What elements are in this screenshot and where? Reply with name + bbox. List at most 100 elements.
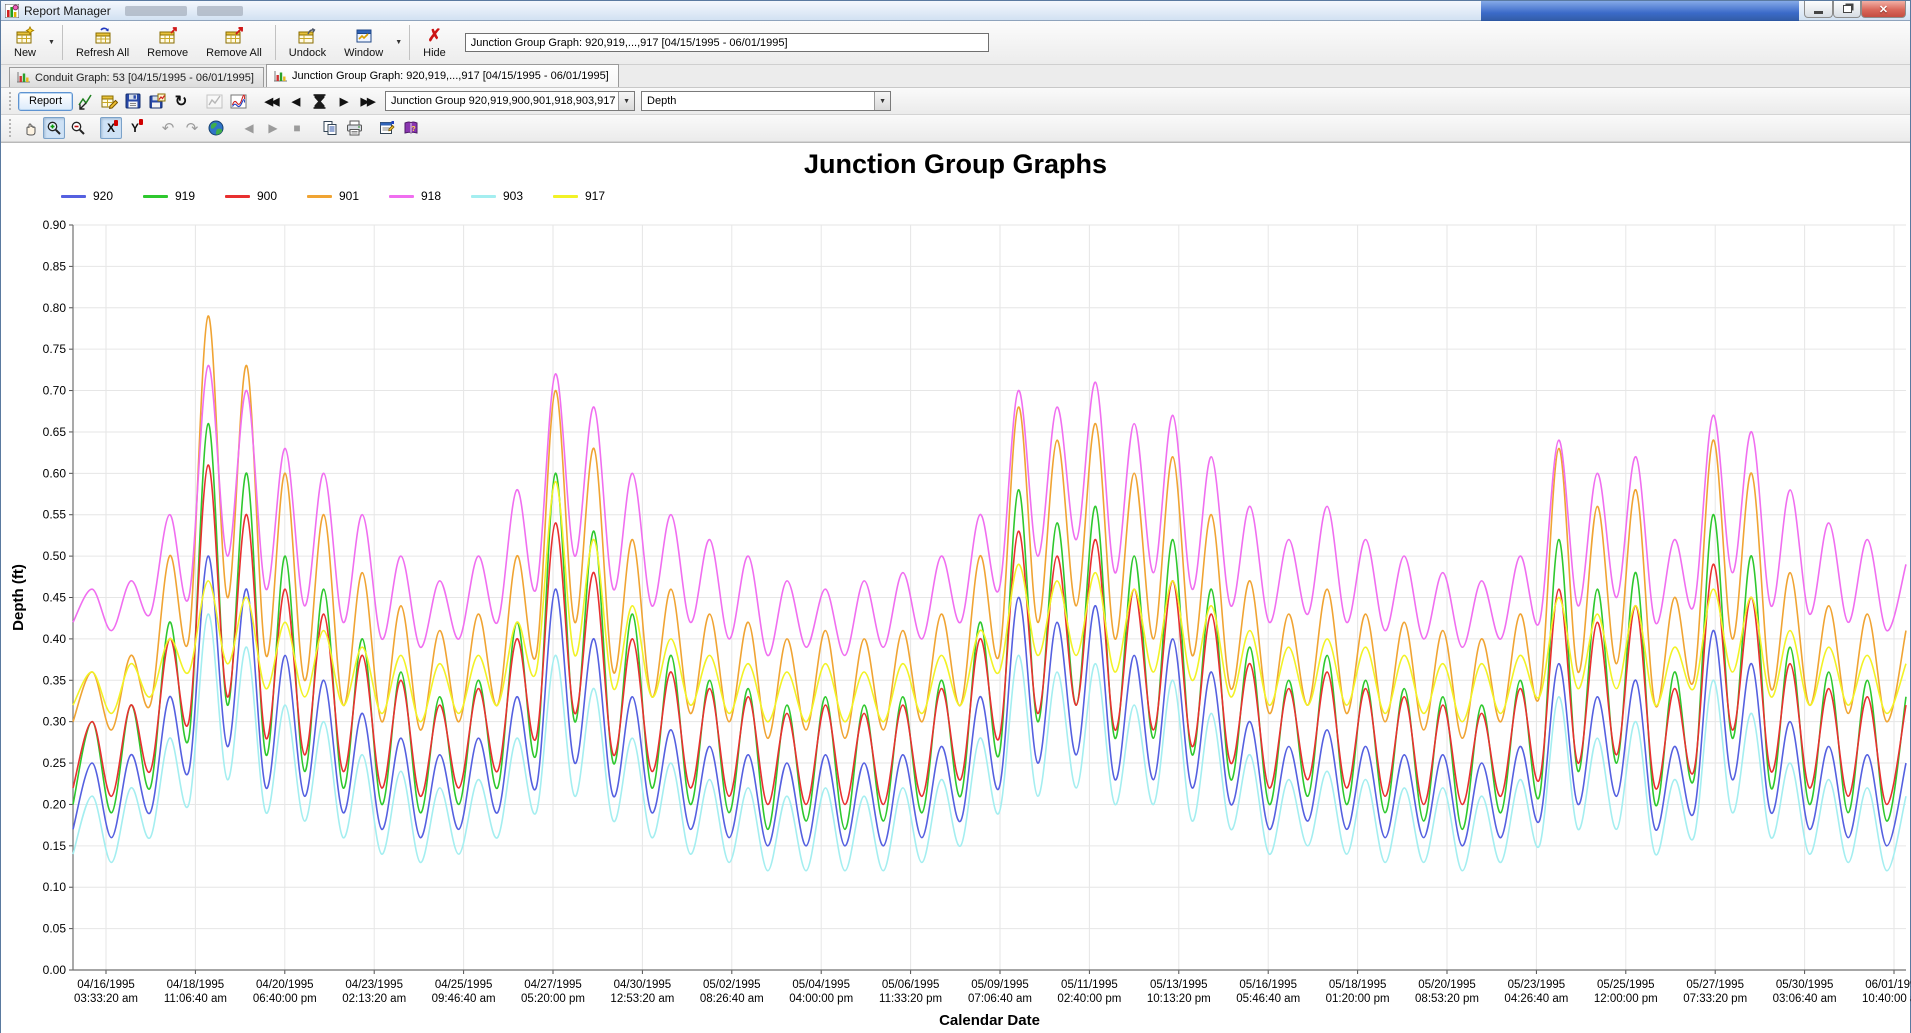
tab-conduit-graph[interactable]: Conduit Graph: 53 [04/15/1995 - 06/01/19… [9,67,264,87]
remove-icon [158,26,178,46]
refresh-graph-button[interactable]: ↻ [170,90,192,112]
copy-button[interactable] [319,117,341,139]
redo-zoom-button[interactable]: ↷ [181,117,203,139]
nav-next-button[interactable]: ▶ [332,90,354,112]
zoom-in-icon [46,120,62,136]
help-book-icon: ? [403,120,419,136]
new-button[interactable]: New [5,22,45,63]
pan-button[interactable] [19,117,41,139]
zoom-out-button[interactable] [67,117,89,139]
y-axis-zoom-button[interactable]: Y [124,117,146,139]
mini-chart-icon [17,72,30,83]
toolbar-grip[interactable] [9,92,13,110]
y-tick-label: 0.15 [43,839,67,853]
minimize-button[interactable] [1804,1,1833,18]
print-button[interactable] [343,117,365,139]
legend-item-900: 900 [225,189,307,203]
junction-group-combo[interactable]: Junction Group 920,919,900,901,918,903,9… [385,91,635,111]
zoom-extents-button[interactable] [74,90,96,112]
nav-first-button[interactable]: ◀◀ [260,90,282,112]
nav-last-button[interactable]: ▶▶ [356,90,378,112]
x-tick-time: 01:20:00 pm [1326,993,1390,1005]
remove-button[interactable]: Remove [138,22,197,63]
chart-legend: 920919900901918903917 [61,185,1910,207]
x-tick-time: 03:06:40 am [1773,993,1837,1005]
app-icon [5,4,19,18]
copy-icon [322,120,338,136]
y-axis-label: Y [131,121,139,135]
plot-svg[interactable]: 0.000.050.100.150.200.250.300.350.400.45… [1,207,1911,1033]
forward-icon: ▶ [268,121,277,135]
x-tick-time: 04:26:40 am [1504,993,1568,1005]
back-icon: ◀ [244,121,253,135]
minimize-icon [1814,11,1823,14]
properties-button[interactable] [376,117,398,139]
y-tick-label: 0.30 [43,715,67,729]
nav-time-button[interactable] [308,90,330,112]
active-report-field[interactable]: Junction Group Graph: 920,919,...,917 [0… [465,33,989,52]
x-axis-title: Calendar Date [939,1012,1040,1029]
x-tick-date: 05/02/1995 [703,979,761,991]
stop-button[interactable]: ■ [286,117,308,139]
toolbar-grip[interactable] [9,119,13,137]
x-tick-date: 04/27/1995 [524,979,582,991]
window-icon [354,26,374,46]
prev-graph-button[interactable] [203,90,225,112]
chevron-down-icon: ▼ [874,92,890,110]
edit-table-button[interactable] [98,90,120,112]
x-tick-time: 12:53:20 am [610,993,674,1005]
background-window-strip [1481,1,1799,21]
hide-button[interactable]: ✗ Hide [414,22,455,63]
y-tick-label: 0.20 [43,797,67,811]
x-tick-date: 05/06/1995 [882,979,940,991]
tab-label: Conduit Graph: 53 [04/15/1995 - 06/01/19… [35,72,254,84]
save-graph-button[interactable] [146,90,168,112]
legend-item-903: 903 [471,189,553,203]
refresh-all-button[interactable]: Refresh All [67,22,138,63]
multi-graph-button[interactable] [227,90,249,112]
x-tick-date: 05/04/1995 [792,979,850,991]
full-extent-button[interactable] [205,117,227,139]
x-tick-date: 04/30/1995 [614,979,672,991]
globe-icon [208,120,224,136]
help-button[interactable]: ? [400,117,422,139]
nav-last-icon: ▶▶ [361,95,374,108]
x-tick-date: 05/13/1995 [1150,979,1208,991]
zoom-in-button[interactable] [43,117,65,139]
legend-swatch [61,195,86,198]
x-tick-time: 11:33:20 pm [879,993,942,1005]
window-dropdown-caret[interactable]: ▼ [392,22,405,63]
remove-all-button-label: Remove All [206,47,262,59]
x-tick-time: 02:13:20 am [342,993,406,1005]
main-toolbar: New ▼ Refresh All Remove Remove All [1,21,1910,65]
zoom-extents-icon [77,93,94,110]
svg-text:?: ? [411,126,415,133]
y-tick-label: 0.60 [43,466,67,480]
save-button[interactable] [122,90,144,112]
legend-swatch [471,195,496,198]
undo-zoom-button[interactable]: ↶ [157,117,179,139]
x-tick-date: 05/25/1995 [1597,979,1655,991]
close-button[interactable]: ✕ [1861,1,1906,18]
parameter-combo[interactable]: Depth ▼ [641,91,891,111]
undo-icon: ↶ [162,119,175,137]
x-tick-date: 05/11/1995 [1061,979,1118,991]
restore-button[interactable] [1833,1,1861,18]
redacted-text [125,6,187,16]
remove-all-button[interactable]: Remove All [197,22,271,63]
tab-junction-group-graph[interactable]: Junction Group Graph: 920,919,...,917 [0… [266,64,619,87]
hide-button-label: Hide [423,47,446,59]
step-forward-button[interactable]: ▶ [262,117,284,139]
y-tick-label: 0.50 [43,549,67,563]
report-button[interactable]: Report [18,92,73,111]
y-tick-label: 0.35 [43,673,67,687]
new-dropdown-caret[interactable]: ▼ [45,22,58,63]
edit-table-icon [101,93,118,110]
y-tick-label: 0.40 [43,632,67,646]
window-button[interactable]: Window [335,22,392,63]
step-back-button[interactable]: ◀ [238,117,260,139]
nav-previous-button[interactable]: ◀ [284,90,306,112]
undock-button[interactable]: Undock [280,22,335,63]
hand-icon [22,120,38,136]
x-axis-zoom-button[interactable]: X [100,117,122,139]
